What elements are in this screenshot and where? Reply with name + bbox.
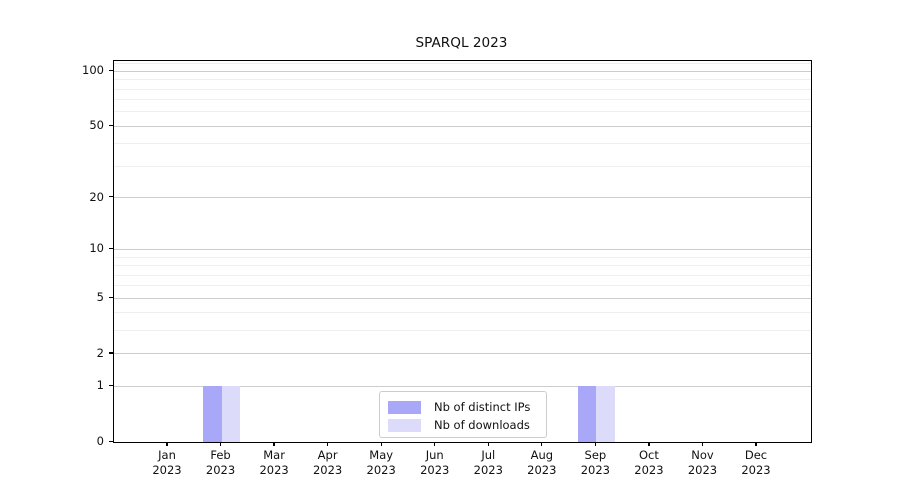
x-tick-month: Sep [584,448,607,462]
x-tick-Jun [434,442,436,446]
gridline-y-1 [114,385,811,387]
gridline-minor-y-90 [114,79,811,81]
gridline-minor-y-6 [114,285,811,287]
x-tick-label-Jun: Jun 2023 [403,448,467,478]
x-tick-year: 2023 [420,463,450,477]
x-tick-year: 2023 [205,463,236,477]
gridline-minor-y-80 [114,88,811,90]
gridline-minor-y-60 [114,111,811,113]
chart-title: SPARQL 2023 [415,35,508,51]
x-tick-year: 2023 [259,463,289,477]
gridline-minor-y-9 [114,256,811,258]
y-tick-label-100: 100 [82,63,104,78]
x-tick-year: 2023 [527,463,557,477]
gridline-y-20 [114,197,811,199]
x-tick-Oct [648,442,650,446]
x-tick-year: 2023 [312,463,343,477]
gridline-y-100 [114,70,811,72]
legend-entry-nb-of-downloads: Nb of downloads [388,416,538,434]
gridline-minor-y-4 [114,312,811,314]
x-tick-label-Apr: Apr 2023 [296,448,360,478]
x-tick-Feb [219,442,222,446]
x-tick-year: 2023 [580,463,610,477]
y-tick-label-1: 1 [96,378,104,393]
x-tick-Mar [273,442,275,446]
gridline-y-5 [114,297,811,299]
x-tick-label-Oct: Oct 2023 [617,448,681,478]
x-tick-month: Aug [530,448,554,462]
x-tick-Jan [166,442,168,446]
x-tick-month: Feb [210,448,231,462]
y-tick-50 [109,124,113,127]
legend-label: Nb of downloads [434,418,530,432]
x-tick-Apr [326,442,329,446]
x-tick-month: Mar [263,448,285,462]
y-tick-1 [109,384,113,387]
x-tick-month: Oct [638,448,659,462]
x-tick-label-Mar: Mar 2023 [242,448,306,478]
y-tick-2 [109,352,113,354]
legend-swatch [388,400,421,414]
gridline-y-2 [114,353,811,355]
x-tick-year: 2023 [687,463,718,477]
x-tick-May [380,442,382,446]
legend-label: Nb of distinct IPs [434,400,531,414]
y-tick-label-0: 0 [96,434,104,448]
y-tick-0 [109,440,113,442]
x-tick-label-Jan: Jan 2023 [135,448,199,478]
y-tick-20 [109,196,113,198]
x-tick-year: 2023 [634,463,664,477]
gridline-minor-y-7 [114,274,811,276]
x-tick-label-Dec: Dec 2023 [724,448,788,478]
x-tick-month: Nov [691,448,714,462]
x-tick-label-Feb: Feb 2023 [189,448,253,478]
legend-swatch [388,418,421,432]
x-tick-year: 2023 [366,463,396,477]
x-tick-label-May: May 2023 [349,448,413,478]
x-tick-month: Apr [317,448,338,462]
bar-nb-of-distinct-ips-Sep [577,386,597,442]
y-tick-label-5: 5 [96,290,104,305]
x-tick-label-Sep: Sep 2023 [563,448,627,478]
gridline-minor-y-3 [114,330,811,332]
x-tick-month: Jul [481,448,496,462]
x-tick-Nov [701,442,704,446]
x-tick-Dec [755,442,757,446]
x-tick-month: Dec [744,448,768,462]
gridline-minor-y-8 [114,265,811,267]
x-tick-year: 2023 [473,463,503,477]
x-tick-year: 2023 [152,463,182,477]
y-tick-label-10: 10 [89,241,104,256]
legend-entry-nb-of-distinct-ips: Nb of distinct IPs [388,398,538,416]
y-tick-10 [109,247,113,250]
gridline-minor-y-70 [114,99,811,101]
gridline-minor-y-40 [114,143,811,145]
bar-nb-of-distinct-ips-Feb [203,386,222,442]
x-tick-Jul [487,442,489,446]
plot-area: Nb of distinct IPs Nb of downloads [113,60,812,443]
bar-nb-of-downloads-Feb [221,386,241,442]
x-tick-Sep [594,442,596,446]
gridline-minor-y-30 [114,165,811,167]
bar-nb-of-downloads-Sep [596,386,615,442]
x-tick-month: Jun [425,448,444,462]
x-tick-year: 2023 [741,463,771,477]
x-tick-label-Jul: Jul 2023 [456,448,520,478]
x-tick-month: May [369,448,394,462]
x-tick-month: Jan [158,448,176,462]
y-tick-label-50: 50 [89,118,104,133]
gridline-y-10 [114,248,811,250]
gridline-minor-y-110 [114,63,811,65]
gridline-y-50 [114,125,811,127]
legend: Nb of distinct IPs Nb of downloads [379,391,547,438]
y-tick-label-20: 20 [89,189,104,204]
y-tick-100 [109,69,113,72]
x-tick-label-Nov: Nov 2023 [670,448,734,478]
y-tick-label-2: 2 [96,345,104,360]
x-tick-Aug [541,442,543,446]
x-tick-label-Aug: Aug 2023 [510,448,574,478]
y-tick-5 [109,296,113,298]
